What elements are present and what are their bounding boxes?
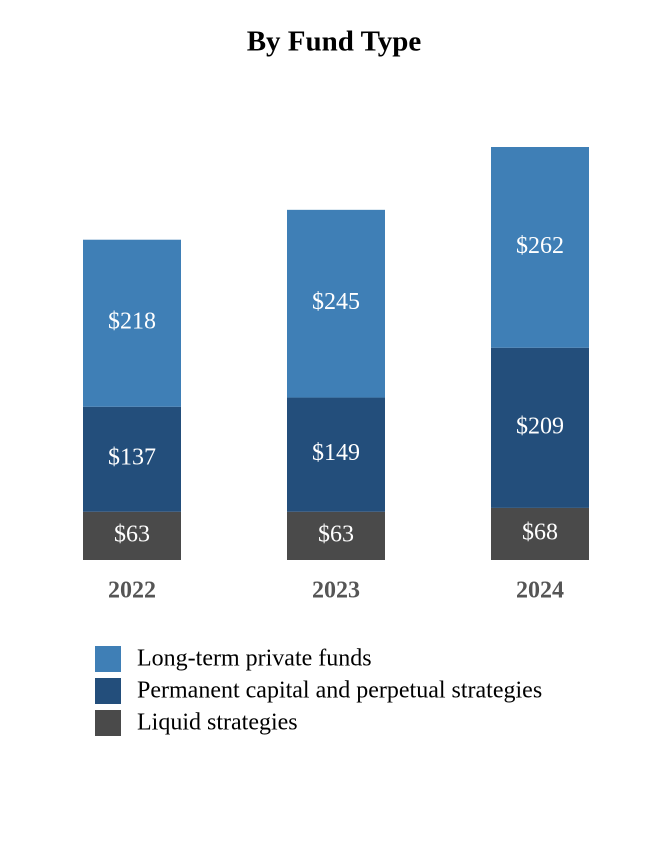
bar-segment bbox=[83, 511, 181, 560]
bar-segment bbox=[83, 406, 181, 512]
value-label: $262 bbox=[516, 233, 564, 259]
x-tick-label: 2023 bbox=[312, 578, 360, 604]
legend-label: Long-term private funds bbox=[137, 646, 372, 672]
bar-segment bbox=[491, 147, 589, 348]
value-label: $63 bbox=[318, 521, 354, 547]
legend-swatch bbox=[95, 646, 121, 672]
value-label: $63 bbox=[114, 521, 150, 547]
chart-title: By Fund Type bbox=[247, 26, 422, 58]
x-tick-label: 2022 bbox=[108, 578, 156, 604]
bar-segment bbox=[491, 507, 589, 560]
bar-segment bbox=[287, 511, 385, 560]
value-label: $149 bbox=[312, 440, 360, 466]
value-label: $137 bbox=[108, 445, 156, 471]
value-label: $245 bbox=[312, 289, 360, 315]
bar-segment bbox=[491, 347, 589, 508]
legend-label: Permanent capital and perpetual strategi… bbox=[137, 678, 542, 704]
value-label: $209 bbox=[516, 413, 564, 439]
legend-swatch bbox=[95, 678, 121, 704]
x-tick-label: 2024 bbox=[516, 578, 564, 604]
bar-segment bbox=[287, 397, 385, 512]
legend-label: Liquid strategies bbox=[137, 710, 298, 736]
value-label: $68 bbox=[522, 519, 558, 545]
value-label: $218 bbox=[108, 309, 156, 335]
legend-swatch bbox=[95, 710, 121, 736]
bar-segment bbox=[83, 239, 181, 407]
bar-segment bbox=[287, 209, 385, 398]
